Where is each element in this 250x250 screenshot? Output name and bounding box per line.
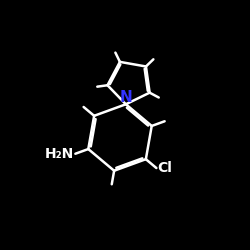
Text: H₂N: H₂N xyxy=(45,147,74,161)
Text: N: N xyxy=(120,90,132,105)
Text: Cl: Cl xyxy=(158,161,172,175)
